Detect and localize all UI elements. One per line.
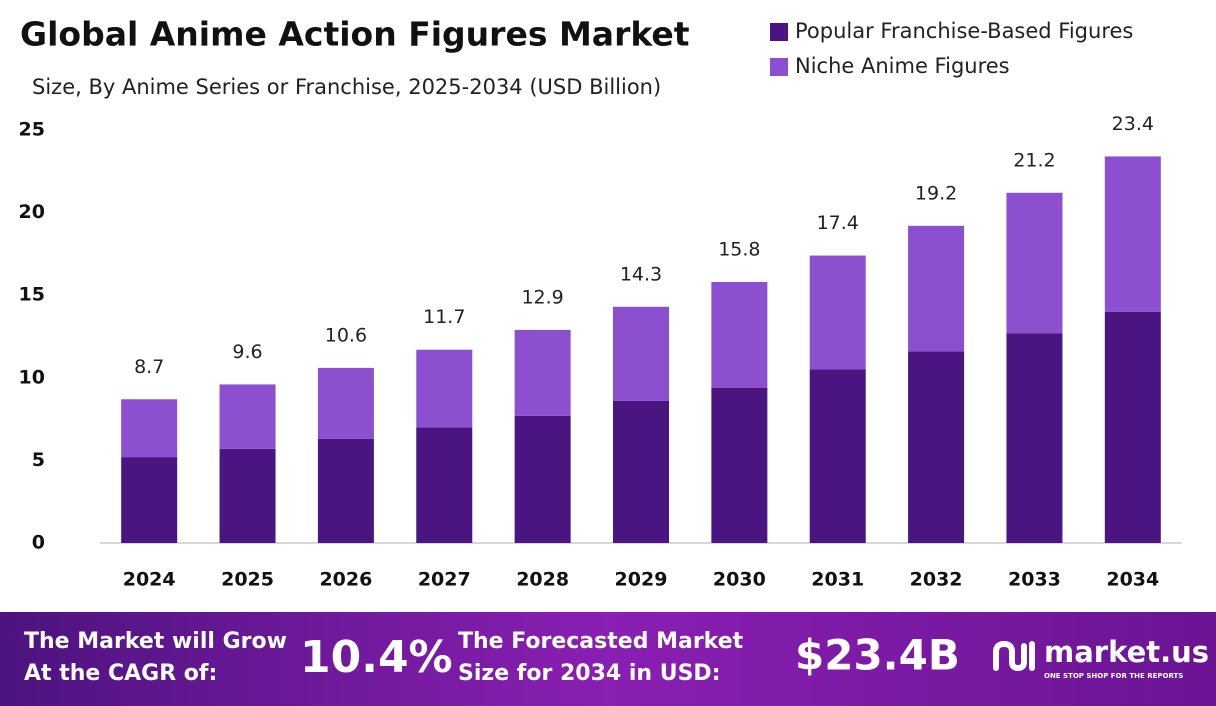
legend-label: Popular Franchise-Based Figures [795,19,1133,43]
bar-segment [711,387,768,543]
bar-segment [317,438,374,543]
x-tick-label: 2025 [221,569,274,591]
bar-segment [416,349,473,428]
total-label: 23.4 [1112,113,1154,135]
y-tick-label: 0 [32,532,45,554]
bar-segment [219,384,276,449]
x-tick-label: 2027 [418,569,471,591]
footer-text: The Forecasted Market [458,629,744,654]
legend-swatch [770,58,788,76]
x-tick-label: 2033 [1008,569,1061,591]
bar-segment [1104,156,1161,312]
y-tick-label: 20 [19,201,45,223]
footer-cagr: 10.4% [300,632,453,683]
bar-segment [1104,311,1161,543]
brand-logo [993,640,1035,672]
footer-text: At the CAGR of: [24,661,217,686]
legend-swatch [770,23,788,41]
footer-text: The Market will Grow [24,629,287,654]
x-tick-label: 2029 [615,569,668,591]
bar-segment [613,306,669,401]
bar-segment [1006,333,1063,543]
bar-segment [809,369,866,543]
x-tick-label: 2028 [516,569,569,591]
total-label: 10.6 [325,324,367,346]
chart-subtitle: Size, By Anime Series or Franchise, 2025… [32,75,661,99]
bar-segment [809,255,866,370]
total-label: 17.4 [817,212,859,234]
bar-segment [121,399,178,458]
x-tick-label: 2034 [1106,569,1159,591]
total-label: 9.6 [232,341,262,363]
x-tick-label: 2031 [811,569,864,591]
brand-name: market.us [1044,635,1209,669]
bar-segment [121,457,178,543]
x-tick-label: 2030 [713,569,766,591]
bar-segment [514,415,571,543]
chart-title: Global Anime Action Figures Market [20,15,690,54]
y-tick-label: 15 [19,284,45,306]
bar-segment [908,225,965,352]
y-tick-label: 5 [32,449,45,471]
total-label: 21.2 [1013,149,1055,171]
y-tick-label: 10 [19,366,45,388]
legend-label: Niche Anime Figures [795,54,1010,78]
total-label: 12.9 [521,286,563,308]
bar-segment [317,367,374,439]
footer-size: $23.4B [795,631,960,680]
bar-segment [416,427,473,543]
x-tick-label: 2026 [319,569,372,591]
bar-segment [514,329,571,416]
bar-segment [908,351,965,543]
total-label: 8.7 [134,356,164,378]
bar-segment [1006,192,1063,334]
total-label: 14.3 [620,263,662,285]
total-label: 15.8 [718,238,760,260]
total-label: 11.7 [423,306,465,328]
x-tick-label: 2024 [123,569,176,591]
brand-tagline: ONE STOP SHOP FOR THE REPORTS [1044,672,1183,680]
y-tick-label: 25 [19,119,45,141]
bar-segment [219,448,276,543]
bar-segment [711,281,768,388]
bar-segment [613,400,669,543]
footer-text: Size for 2034 in USD: [458,661,721,686]
x-tick-label: 2032 [910,569,963,591]
total-label: 19.2 [915,182,957,204]
